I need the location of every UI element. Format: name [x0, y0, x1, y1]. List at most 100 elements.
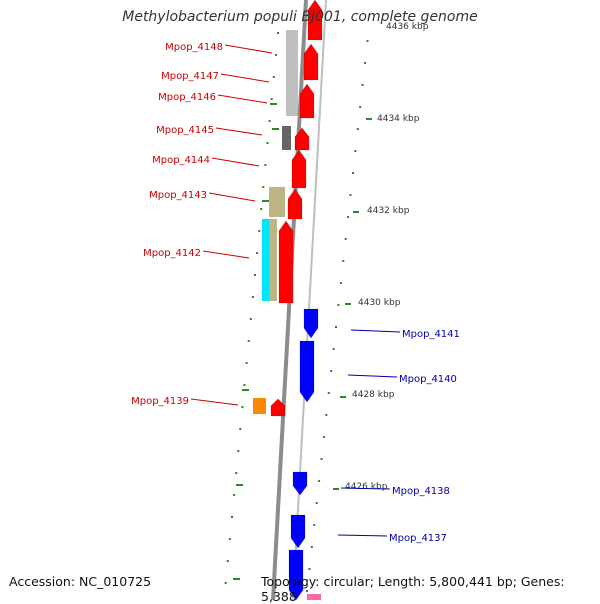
tick-mark — [236, 484, 243, 486]
tick-dot — [342, 260, 345, 262]
label-leader-line — [220, 73, 270, 83]
label-leader-line — [224, 44, 273, 54]
gene-label-mpop-4139: Mpop_4139 — [131, 396, 189, 407]
tick-mark — [333, 488, 339, 490]
label-leader-line — [340, 487, 391, 490]
gene-fragment — [307, 594, 321, 600]
tick-dot — [318, 480, 321, 482]
tick-dot — [249, 318, 252, 320]
cog-bar — [286, 30, 298, 116]
reverse-gene-arrow — [292, 471, 308, 496]
scale-label: 4432 kbp — [367, 206, 410, 216]
cog-bars — [253, 30, 298, 414]
gene-label-mpop-4144: Mpop_4144 — [152, 155, 210, 166]
reverse-gene-arrow — [299, 340, 315, 403]
map-title: Methylobacterium populi BJ001, complete … — [122, 9, 478, 25]
tick-dot — [315, 502, 318, 504]
label-leader-line — [215, 127, 263, 136]
forward-gene-arrow — [270, 398, 286, 417]
scale-label: 4430 kbp — [358, 298, 401, 308]
tick-dot — [239, 428, 242, 430]
tick-dot — [361, 84, 364, 86]
tick-dot — [260, 208, 263, 210]
cog-bar — [269, 187, 285, 217]
tick-dot — [258, 230, 261, 232]
scale-label: 4428 kbp — [352, 390, 395, 400]
reverse-gene-arrow — [290, 514, 306, 549]
label-leader-line — [208, 192, 256, 202]
tick-dots — [224, 32, 372, 592]
tick-dot — [344, 238, 347, 240]
tick-mark — [353, 211, 359, 213]
tick-dot — [256, 252, 259, 254]
tick-dot — [272, 76, 275, 78]
tick-dot — [347, 216, 350, 218]
tick-dot — [228, 538, 231, 540]
label-leader-line — [347, 374, 398, 378]
tick-dot — [356, 128, 359, 130]
gene-label-mpop-4141: Mpop_4141 — [402, 329, 460, 340]
forward-gene-arrow — [287, 188, 303, 220]
forward-gene-arrow — [307, 0, 323, 41]
backbone-line — [292, 0, 327, 600]
scale-label: 4436 kbp — [386, 22, 429, 32]
label-leader-line — [211, 157, 260, 167]
tick-dot — [320, 458, 323, 460]
tick-dot — [322, 436, 325, 438]
forward-gene-arrow — [299, 83, 315, 119]
tick-dot — [274, 54, 277, 56]
forward-gene-arrow — [303, 43, 319, 81]
cog-bar — [282, 126, 291, 150]
tick-dot — [354, 150, 357, 152]
tick-dot — [352, 172, 354, 174]
tick-dot — [235, 472, 238, 474]
tick-dot — [364, 62, 367, 64]
tick-dot — [339, 282, 342, 284]
tick-dot — [251, 296, 254, 298]
label-leader-line — [337, 534, 388, 537]
tick-dot — [332, 348, 335, 350]
cog-bar — [269, 219, 277, 301]
gene-label-mpop-4142: Mpop_4142 — [143, 248, 201, 259]
forward-gene-arrow — [291, 149, 307, 189]
label-leader-line — [350, 329, 401, 333]
tick-dot — [231, 516, 233, 518]
tick-mark — [345, 303, 351, 305]
tick-dot — [313, 524, 316, 526]
scale-label: 4434 kbp — [377, 114, 420, 124]
tick-dot — [335, 326, 337, 328]
tick-dot — [237, 450, 240, 452]
tick-dot — [270, 98, 273, 100]
tick-dot — [226, 560, 229, 562]
reverse-gene-arrow — [288, 549, 304, 600]
tick-dot — [254, 274, 256, 276]
gene-label-mpop-4140: Mpop_4140 — [399, 374, 457, 385]
label-leader-line — [202, 250, 250, 259]
tick-dot — [359, 106, 362, 108]
forward-gene-arrow — [278, 220, 294, 304]
tick-dot — [325, 414, 328, 416]
tick-dot — [241, 406, 244, 408]
tick-mark — [340, 396, 346, 398]
tick-mark — [233, 578, 240, 580]
label-leader-line — [190, 398, 239, 406]
cog-bar — [253, 398, 266, 414]
tick-dot — [268, 120, 271, 122]
tick-mark — [270, 103, 277, 105]
tick-dot — [266, 142, 269, 144]
tick-mark — [242, 389, 249, 391]
tick-dot — [243, 384, 246, 386]
tick-dot — [262, 186, 265, 188]
tick-dot — [330, 370, 333, 372]
scale-labels: 4436 kbp 4434 kbp 4432 kbp 4430 kbp 4428 kbp… — [345, 22, 429, 492]
tick-dot — [277, 32, 279, 34]
tick-dot — [337, 304, 340, 306]
tick-dot — [306, 590, 308, 592]
tick-dot — [224, 582, 227, 584]
gene-label-mpop-4137: Mpop_4137 — [389, 533, 447, 544]
tick-dot — [327, 392, 330, 394]
gene-label-mpop-4143: Mpop_4143 — [149, 190, 207, 201]
gene-label-mpop-4145: Mpop_4145 — [156, 125, 214, 136]
tick-dot — [264, 164, 267, 166]
